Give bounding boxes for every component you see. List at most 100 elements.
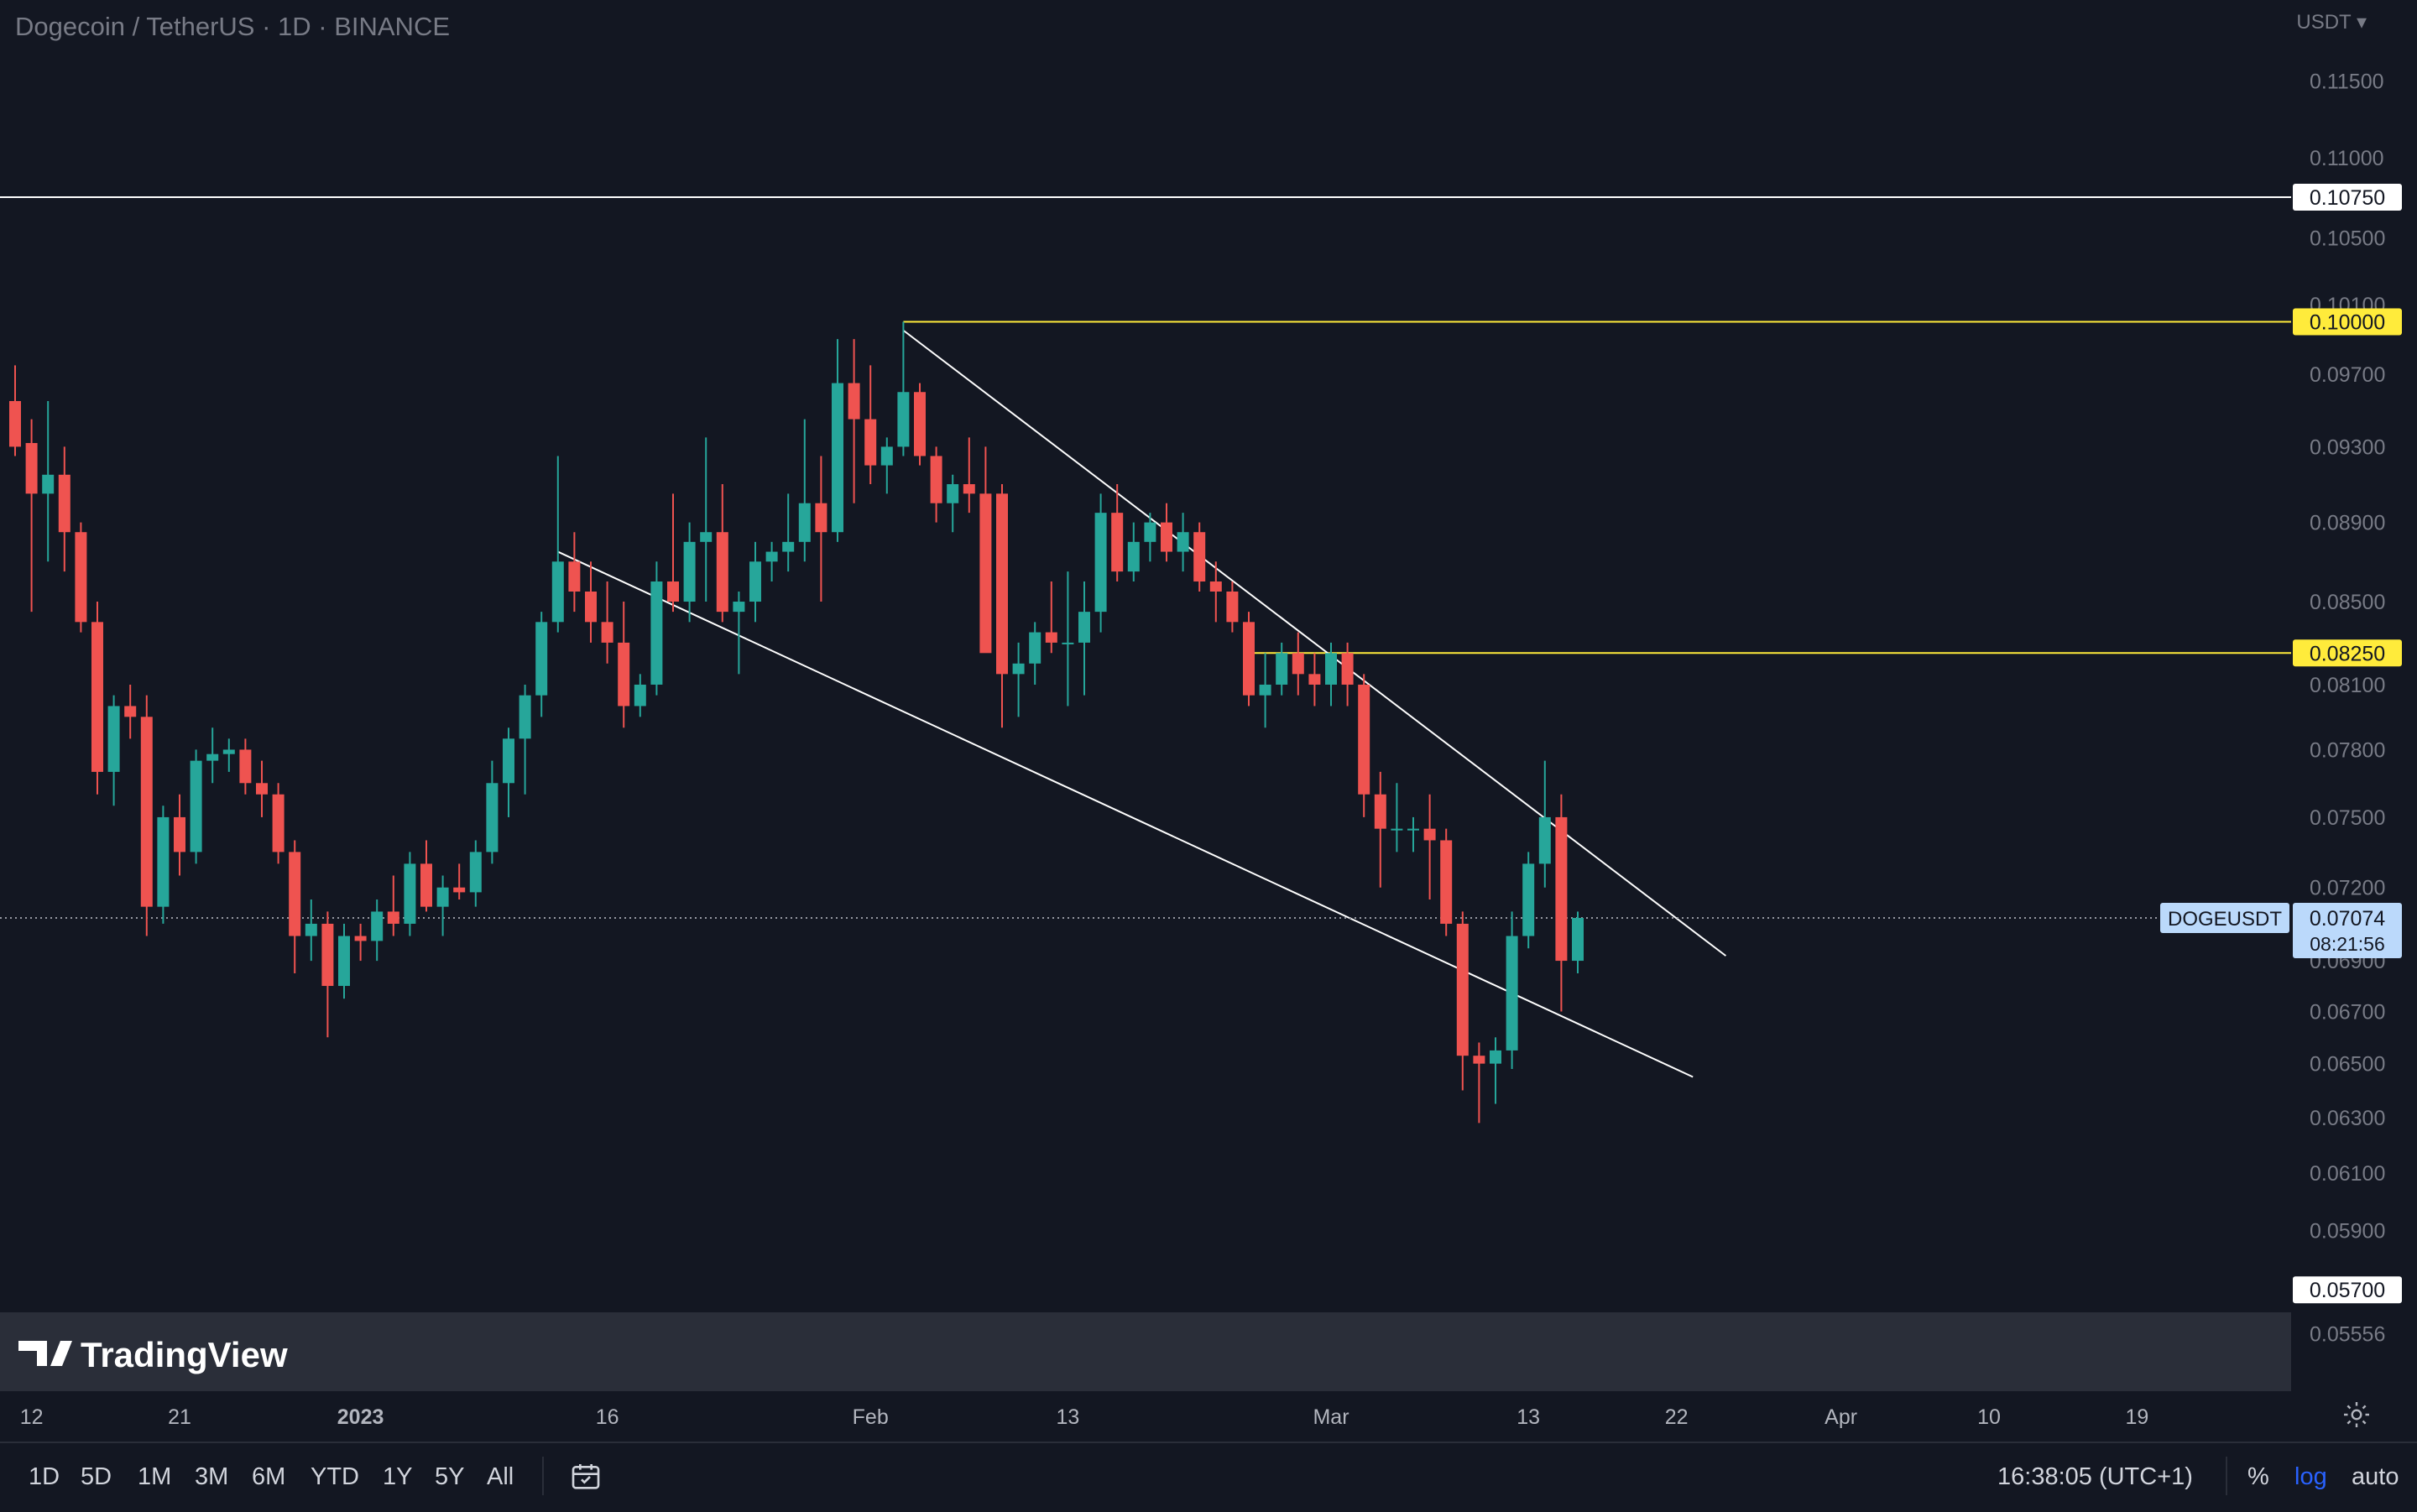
candle-body (880, 446, 893, 466)
timeframe-1y[interactable]: 1Y (383, 1463, 413, 1490)
candle-body (914, 392, 926, 456)
candle-body (733, 602, 745, 613)
candle-body (305, 923, 317, 936)
candle-body (979, 493, 992, 654)
candle-body (1506, 936, 1518, 1051)
currency-selector[interactable]: USDT ▾ (2296, 11, 2367, 34)
candle-body (420, 863, 432, 907)
trendline (557, 550, 1694, 1078)
candle-body (289, 852, 301, 936)
candle-body (519, 695, 531, 739)
price-tick-label: 0.06700 (2310, 1000, 2385, 1024)
log-scale-toggle[interactable]: log (2294, 1463, 2327, 1490)
date-range-calendar-icon[interactable] (569, 1460, 603, 1494)
time-tick-label: 21 (168, 1405, 191, 1429)
candle-body (1555, 816, 1568, 962)
candle-body (1029, 632, 1041, 664)
candle-body (354, 936, 367, 941)
bottom-toolbar: 1D 5D 1M 3M 6M YTD 1Y 5Y All 16:38:05 (U… (0, 1442, 2417, 1512)
price-tick-label: 0.05556 (2310, 1323, 2385, 1347)
candle-body (140, 717, 153, 907)
settings-gear-icon[interactable] (2341, 1400, 2372, 1430)
candle-body (75, 532, 87, 623)
price-tick-label: 0.09300 (2310, 435, 2385, 459)
candle-body (1127, 541, 1140, 572)
candle-body (25, 443, 38, 494)
chart-area[interactable]: TradingView 0.11500 0.11000 0.10500 0.10100 0… (0, 0, 2417, 1442)
time-tick-label: 13 (1516, 1405, 1540, 1429)
candle-body (190, 760, 202, 852)
candle-body (453, 887, 466, 893)
candle-body (1522, 863, 1535, 936)
price-axis (2291, 0, 2417, 1442)
candle-body (618, 642, 630, 706)
auto-scale-toggle[interactable]: auto (2352, 1463, 2399, 1490)
candle-body (1259, 684, 1271, 696)
timeframe-1d[interactable]: 1D (29, 1463, 60, 1490)
price-tick-label: 0.05900 (2310, 1219, 2385, 1243)
time-tick-label: 13 (1056, 1405, 1079, 1429)
timeframe-5d[interactable]: 5D (81, 1463, 112, 1490)
candle-body (174, 816, 185, 852)
candle-body (1407, 828, 1419, 831)
timeframe-5y[interactable]: 5Y (435, 1463, 465, 1490)
price-tick-label: 0.09700 (2310, 363, 2385, 387)
timeframe-1m[interactable]: 1M (138, 1463, 172, 1490)
timeframe-3m[interactable]: 3M (195, 1463, 229, 1490)
candle-body (897, 392, 910, 447)
candle-body (1292, 653, 1304, 675)
symbol-tag-label: DOGEUSDT (2168, 908, 2282, 931)
candle-body (798, 503, 811, 542)
price-tick-label: 0.06100 (2310, 1162, 2385, 1186)
candle-body (1078, 612, 1090, 643)
percent-toggle[interactable]: % (2247, 1463, 2269, 1490)
candle-body (1374, 794, 1386, 829)
price-tick-label: 0.06300 (2310, 1107, 2385, 1130)
candle-body (749, 561, 761, 602)
candle-body (848, 383, 860, 420)
candle-body (124, 706, 137, 717)
candle-body (321, 923, 334, 987)
timeframe-all[interactable]: All (487, 1463, 514, 1490)
candle-body (1161, 522, 1172, 552)
price-chart[interactable]: TradingView0.115000.110000.105000.101000… (0, 0, 2417, 1442)
candle-body (1276, 653, 1288, 685)
candle-body (256, 783, 268, 795)
current-price-tag (2293, 902, 2402, 958)
candle-body (551, 561, 564, 623)
clock-readout[interactable]: 16:38:05 (UTC+1) (1997, 1463, 2193, 1490)
candle-body (765, 551, 778, 562)
candle-body (1423, 828, 1436, 841)
candle-body (239, 749, 252, 784)
candle-body (1094, 513, 1107, 613)
candle-body (650, 581, 663, 685)
timeframe-ytd[interactable]: YTD (311, 1463, 359, 1490)
candle-body (683, 541, 696, 602)
candle-body (1341, 653, 1354, 685)
candle-body (387, 911, 399, 924)
candle-body (1308, 674, 1321, 685)
time-tick-label: Apr (1824, 1405, 1857, 1429)
candle-body (272, 794, 285, 852)
candle-body (864, 419, 877, 466)
current-price-label: 0.07074 (2310, 907, 2385, 931)
candle-body (1209, 581, 1222, 592)
level-price-tag (2293, 1276, 2402, 1304)
time-tick-label: 22 (1665, 1405, 1689, 1429)
toolbar-divider (542, 1457, 544, 1495)
candle-body (1045, 632, 1057, 643)
level-price-tag (2293, 308, 2402, 336)
level-price-label: 0.08250 (2310, 642, 2385, 665)
currency-label: USDT (2296, 11, 2352, 34)
candle-body (1490, 1050, 1501, 1064)
chart-title: Dogecoin / TetherUS · 1D · BINANCE (15, 12, 451, 41)
candle-body (1325, 653, 1337, 685)
timeframe-6m[interactable]: 6M (252, 1463, 286, 1490)
candle-body (1226, 591, 1239, 623)
candle-body (58, 474, 70, 533)
candle-body (1440, 840, 1453, 924)
candle-body (206, 753, 219, 761)
time-tick-label: Feb (853, 1405, 889, 1429)
candle-body (436, 887, 449, 907)
candle-body (634, 684, 646, 706)
